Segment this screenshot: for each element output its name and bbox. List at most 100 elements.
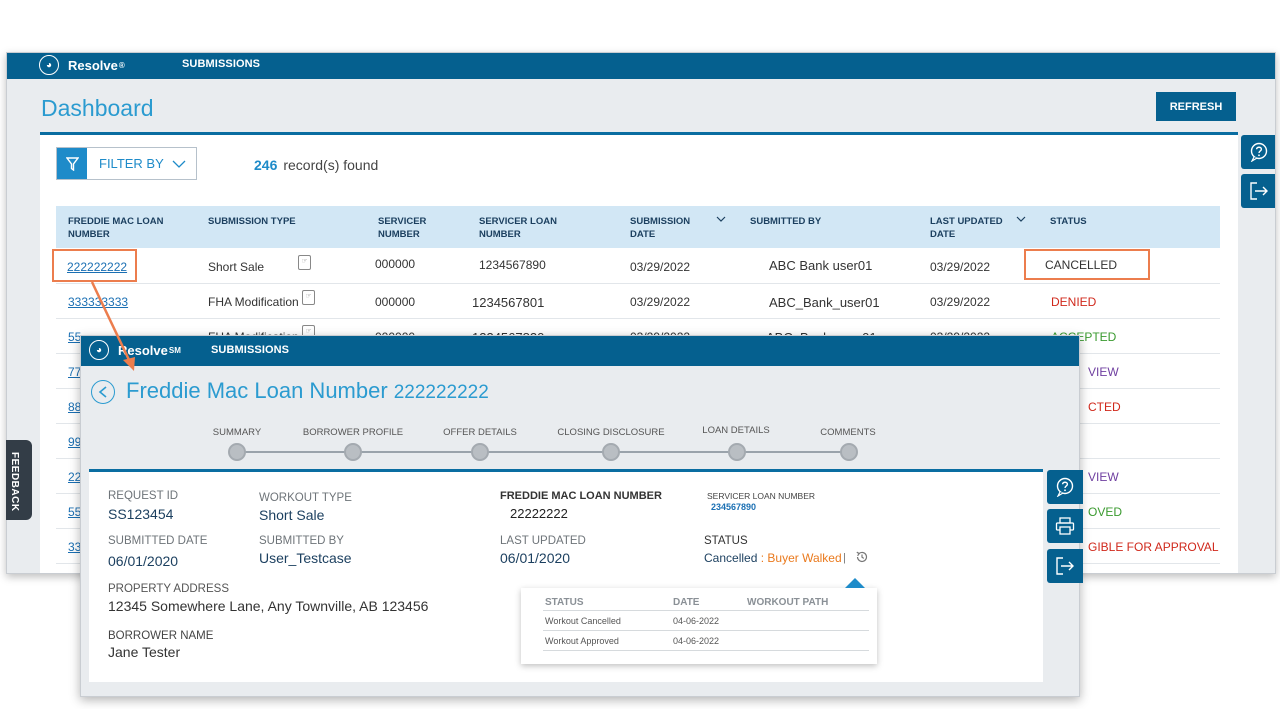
loan-number-link[interactable]: 333333333 <box>68 295 129 309</box>
col-freddie-mac-loan-number[interactable]: FREDDIE MAC LOAN NUMBER <box>68 216 164 240</box>
brand-mark: ® <box>118 60 125 70</box>
submitted-date-value: 06/01/2020 <box>108 553 179 569</box>
step-dot-comments[interactable] <box>840 443 858 461</box>
submission-date: 03/29/2022 <box>630 260 691 274</box>
records-suffix: record(s) found <box>283 157 379 173</box>
help-button[interactable] <box>1241 135 1275 169</box>
status-badge: OVED <box>1088 505 1123 519</box>
col-submission-type[interactable]: SUBMISSION TYPE <box>208 216 296 227</box>
loan-number-link[interactable]: 99 <box>68 435 82 449</box>
status-highlight <box>1024 249 1150 280</box>
table-header: FREDDIE MAC LOAN NUMBER SUBMISSION TYPE S… <box>56 206 1220 248</box>
status-badge: CTED <box>1088 400 1121 414</box>
step-label-borrower-profile[interactable]: BORROWER PROFILE <box>302 427 404 438</box>
loan-number-link[interactable]: 222222222 <box>67 260 128 274</box>
fm-loan-number-value: 22222222 <box>510 506 568 521</box>
step-dot-summary[interactable] <box>228 443 246 461</box>
col-servicer-number[interactable]: SERVICER NUMBER <box>378 216 427 240</box>
submission-date: 03/29/2022 <box>630 295 691 309</box>
logout-icon <box>1056 557 1074 575</box>
loan-number-link[interactable]: 88 <box>68 400 82 414</box>
servicer-loan-number-label: SERVICER LOAN NUMBER <box>707 491 816 501</box>
detail-title: Freddie Mac Loan Number 222222222 <box>126 378 489 404</box>
status-badge: VIEW <box>1088 470 1119 484</box>
chevron-down-icon[interactable] <box>1016 214 1026 225</box>
records-found: 246 record(s) found <box>254 157 378 173</box>
loan-number-link[interactable]: 33 <box>68 540 82 554</box>
nav-submissions[interactable]: SUBMISSIONS <box>182 58 261 70</box>
loan-detail-window: ◕ Resolve SM SUBMISSIONS Freddie Mac Loan… <box>80 335 1080 697</box>
summary-panel: REQUEST ID SS123454 WORKOUT TYPE Short S… <box>89 472 1043 682</box>
step-label-loan-details[interactable]: LOAN DETAILS <box>702 425 770 436</box>
request-id-label: REQUEST ID <box>108 490 179 502</box>
popover-pointer <box>845 578 865 588</box>
col-submitted-by[interactable]: SUBMITTED BY <box>750 216 822 227</box>
refresh-button[interactable]: REFRESH <box>1156 92 1236 121</box>
top-navigation-bar: ◕ Resolve ® SUBMISSIONS <box>7 53 1275 79</box>
history-row-status: Workout Approved <box>545 636 619 646</box>
servicer-number: 000000 <box>375 295 416 309</box>
servicer-loan-number: 1234567801 <box>472 295 545 310</box>
loan-number-link[interactable]: 55 <box>68 330 82 344</box>
col-submission-date[interactable]: SUBMISSION DATE <box>630 216 691 240</box>
history-header-workout-path: WORKOUT PATH <box>747 597 829 608</box>
filter-by-label: FILTER BY <box>99 156 164 171</box>
loan-number-link[interactable]: 22 <box>68 470 82 484</box>
hand-coin-icon: ◕ <box>89 340 109 360</box>
document-hand-icon[interactable]: ☞ <box>298 255 311 270</box>
step-label-comments[interactable]: COMMENTS <box>820 427 876 438</box>
last-updated-date: 03/29/2022 <box>930 260 991 274</box>
history-row-date: 04-06-2022 <box>673 636 720 646</box>
loan-number-link[interactable]: 77 <box>68 365 82 379</box>
help-button[interactable] <box>1047 470 1083 504</box>
progress-stepper-track <box>237 451 851 453</box>
print-button[interactable] <box>1047 509 1083 543</box>
step-dot-borrower-profile[interactable] <box>344 443 362 461</box>
history-row-status: Workout Cancelled <box>545 616 621 626</box>
request-id-value: SS123454 <box>108 506 174 522</box>
filter-by-button[interactable]: FILTER BY <box>56 147 197 180</box>
workout-type-label: WORKOUT TYPE <box>259 492 352 504</box>
step-dot-offer-details[interactable] <box>471 443 489 461</box>
step-label-summary[interactable]: SUMMARY <box>212 427 262 438</box>
loan-number-link[interactable]: 55 <box>68 505 82 519</box>
col-status[interactable]: STATUS <box>1050 216 1087 227</box>
brand-logo[interactable]: ◕ Resolve ® <box>39 55 125 75</box>
status-badge: GIBLE FOR APPROVAL <box>1088 540 1219 554</box>
logout-button[interactable] <box>1241 174 1275 208</box>
servicer-loan-number-value: 234567890 <box>711 502 757 512</box>
step-label-closing-disclosure[interactable]: CLOSING DISCLOSURE <box>557 427 665 438</box>
logout-button[interactable] <box>1047 549 1083 583</box>
hand-coin-icon: ◕ <box>39 55 59 75</box>
back-button[interactable] <box>91 380 115 404</box>
history-header-status: STATUS <box>545 597 584 608</box>
status-reason: Buyer Walked <box>767 551 842 565</box>
status-badge: CANCELLED <box>1045 258 1118 272</box>
feedback-tab[interactable]: FEEDBACK <box>6 440 32 520</box>
step-dot-loan-details[interactable] <box>728 443 746 461</box>
question-circle-icon <box>1056 477 1074 497</box>
records-count: 246 <box>254 157 278 173</box>
property-address-label: PROPERTY ADDRESS <box>108 583 230 595</box>
brand-name: Resolve <box>68 57 118 73</box>
document-hand-icon[interactable]: ☞ <box>302 290 315 305</box>
chevron-left-circle-icon <box>98 386 107 398</box>
step-label-offer-details[interactable]: OFFER DETAILS <box>443 427 517 438</box>
table-row: 222222222 Short Sale ☞ 000000 1234567890… <box>56 249 1220 284</box>
history-icon[interactable] <box>855 550 869 567</box>
last-updated-label: LAST UPDATED <box>500 535 586 547</box>
property-address-value: 12345 Somewhere Lane, Any Townville, AB … <box>108 598 429 614</box>
brand-mark: SM <box>168 345 181 355</box>
col-servicer-loan-number[interactable]: SERVICER LOAN NUMBER <box>479 216 557 240</box>
submission-type: FHA Modification <box>208 295 299 309</box>
col-last-updated-date[interactable]: LAST UPDATED DATE <box>930 216 1003 240</box>
step-dot-closing-disclosure[interactable] <box>602 443 620 461</box>
chevron-down-icon[interactable] <box>716 214 726 225</box>
detail-loan-number: 222222222 <box>393 382 489 403</box>
page-title: Dashboard <box>41 95 154 121</box>
status-value: Cancelled : Buyer Walked <box>704 551 842 565</box>
brand-logo[interactable]: ◕ Resolve SM <box>89 340 181 360</box>
nav-submissions[interactable]: SUBMISSIONS <box>211 344 290 356</box>
servicer-loan-number: 1234567890 <box>479 258 546 272</box>
history-divider <box>543 630 869 631</box>
